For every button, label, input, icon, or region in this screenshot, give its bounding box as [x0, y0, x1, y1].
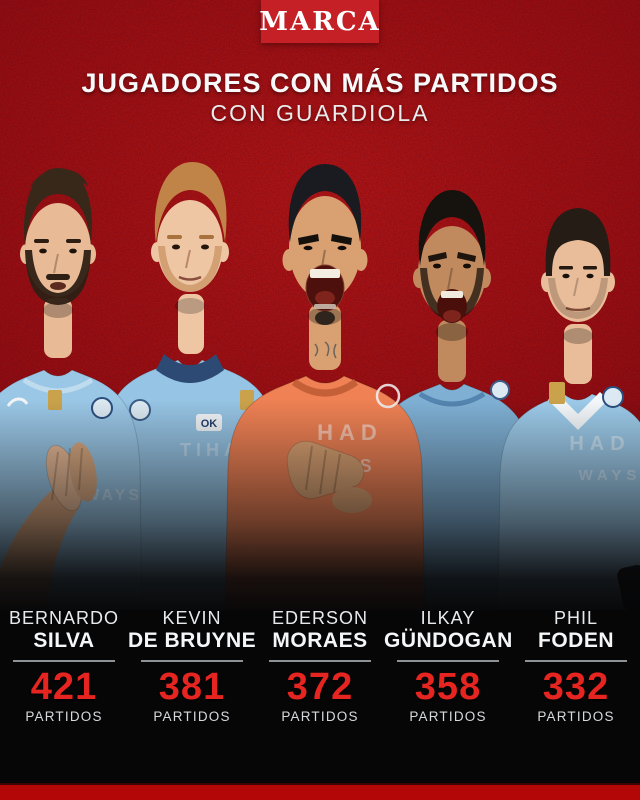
stat-column-bernardo-silva: BERNARDO SILVA 421 PARTIDOS — [0, 600, 128, 725]
player-last-name: GÜNDOGAN — [384, 629, 513, 652]
stat-divider — [525, 660, 627, 662]
player-first-name: KEVIN — [162, 608, 222, 628]
matches-count: 358 — [414, 666, 482, 708]
player-first-name: EDERSON — [271, 608, 368, 628]
ederson-head — [289, 196, 361, 300]
matches-label: PARTIDOS — [537, 709, 615, 724]
stats-background — [0, 610, 640, 800]
kdb-head — [157, 200, 223, 292]
headline-block: JUGADORES CON MÁS PARTIDOS CON GUARDIOLA — [0, 68, 640, 126]
player-first-name: ILKAY — [420, 608, 476, 628]
marca-logo: MARCA — [259, 0, 381, 43]
player-last-name: DE BRUYNE — [128, 629, 257, 652]
photo-bottom-fade — [0, 400, 640, 618]
matches-label: PARTIDOS — [409, 709, 487, 724]
player-last-name: FODEN — [538, 629, 614, 652]
stat-column-ederson-moraes: EDERSON MORAES 372 PARTIDOS — [256, 600, 384, 725]
kdb-hair — [154, 162, 227, 244]
matches-label: PARTIDOS — [153, 709, 231, 724]
footer-red-bar — [0, 783, 640, 800]
player-stats-row: BERNARDO SILVA 421 PARTIDOS KEVIN DE BRU… — [0, 600, 640, 725]
marca-logo-text: MARCA — [259, 6, 381, 37]
matches-count: 381 — [158, 666, 226, 708]
page-subtitle: CON GUARDIOLA — [210, 100, 430, 126]
stat-divider — [397, 660, 499, 662]
bernardo-head — [25, 203, 91, 297]
matches-count: 372 — [286, 666, 354, 708]
gundogan-head — [418, 226, 486, 318]
player-last-name: MORAES — [272, 629, 368, 652]
stat-column-phil-foden: PHIL FODEN 332 PARTIDOS — [512, 600, 640, 725]
foden-head — [546, 234, 610, 322]
gundogan-hair — [418, 190, 486, 266]
player-last-name: SILVA — [33, 629, 95, 652]
stat-divider — [13, 660, 115, 662]
player-first-name: BERNARDO — [8, 608, 119, 628]
stat-column-ilkay-gundogan: ILKAY GÜNDOGAN 358 PARTIDOS — [384, 600, 512, 725]
page-title: JUGADORES CON MÁS PARTIDOS — [81, 68, 559, 98]
foden-hair — [545, 208, 611, 276]
stat-divider — [141, 660, 243, 662]
matches-label: PARTIDOS — [281, 709, 359, 724]
matches-count: 332 — [542, 666, 610, 708]
bernardo-hair — [24, 168, 93, 246]
stat-column-kevin-de-bruyne: KEVIN DE BRUYNE 381 PARTIDOS — [128, 600, 256, 725]
player-first-name: PHIL — [553, 608, 599, 628]
matches-count: 421 — [30, 666, 98, 708]
ederson-hair — [288, 164, 362, 242]
matches-label: PARTIDOS — [25, 709, 103, 724]
ederson-neck-tattoos — [314, 341, 337, 359]
stat-divider — [269, 660, 371, 662]
